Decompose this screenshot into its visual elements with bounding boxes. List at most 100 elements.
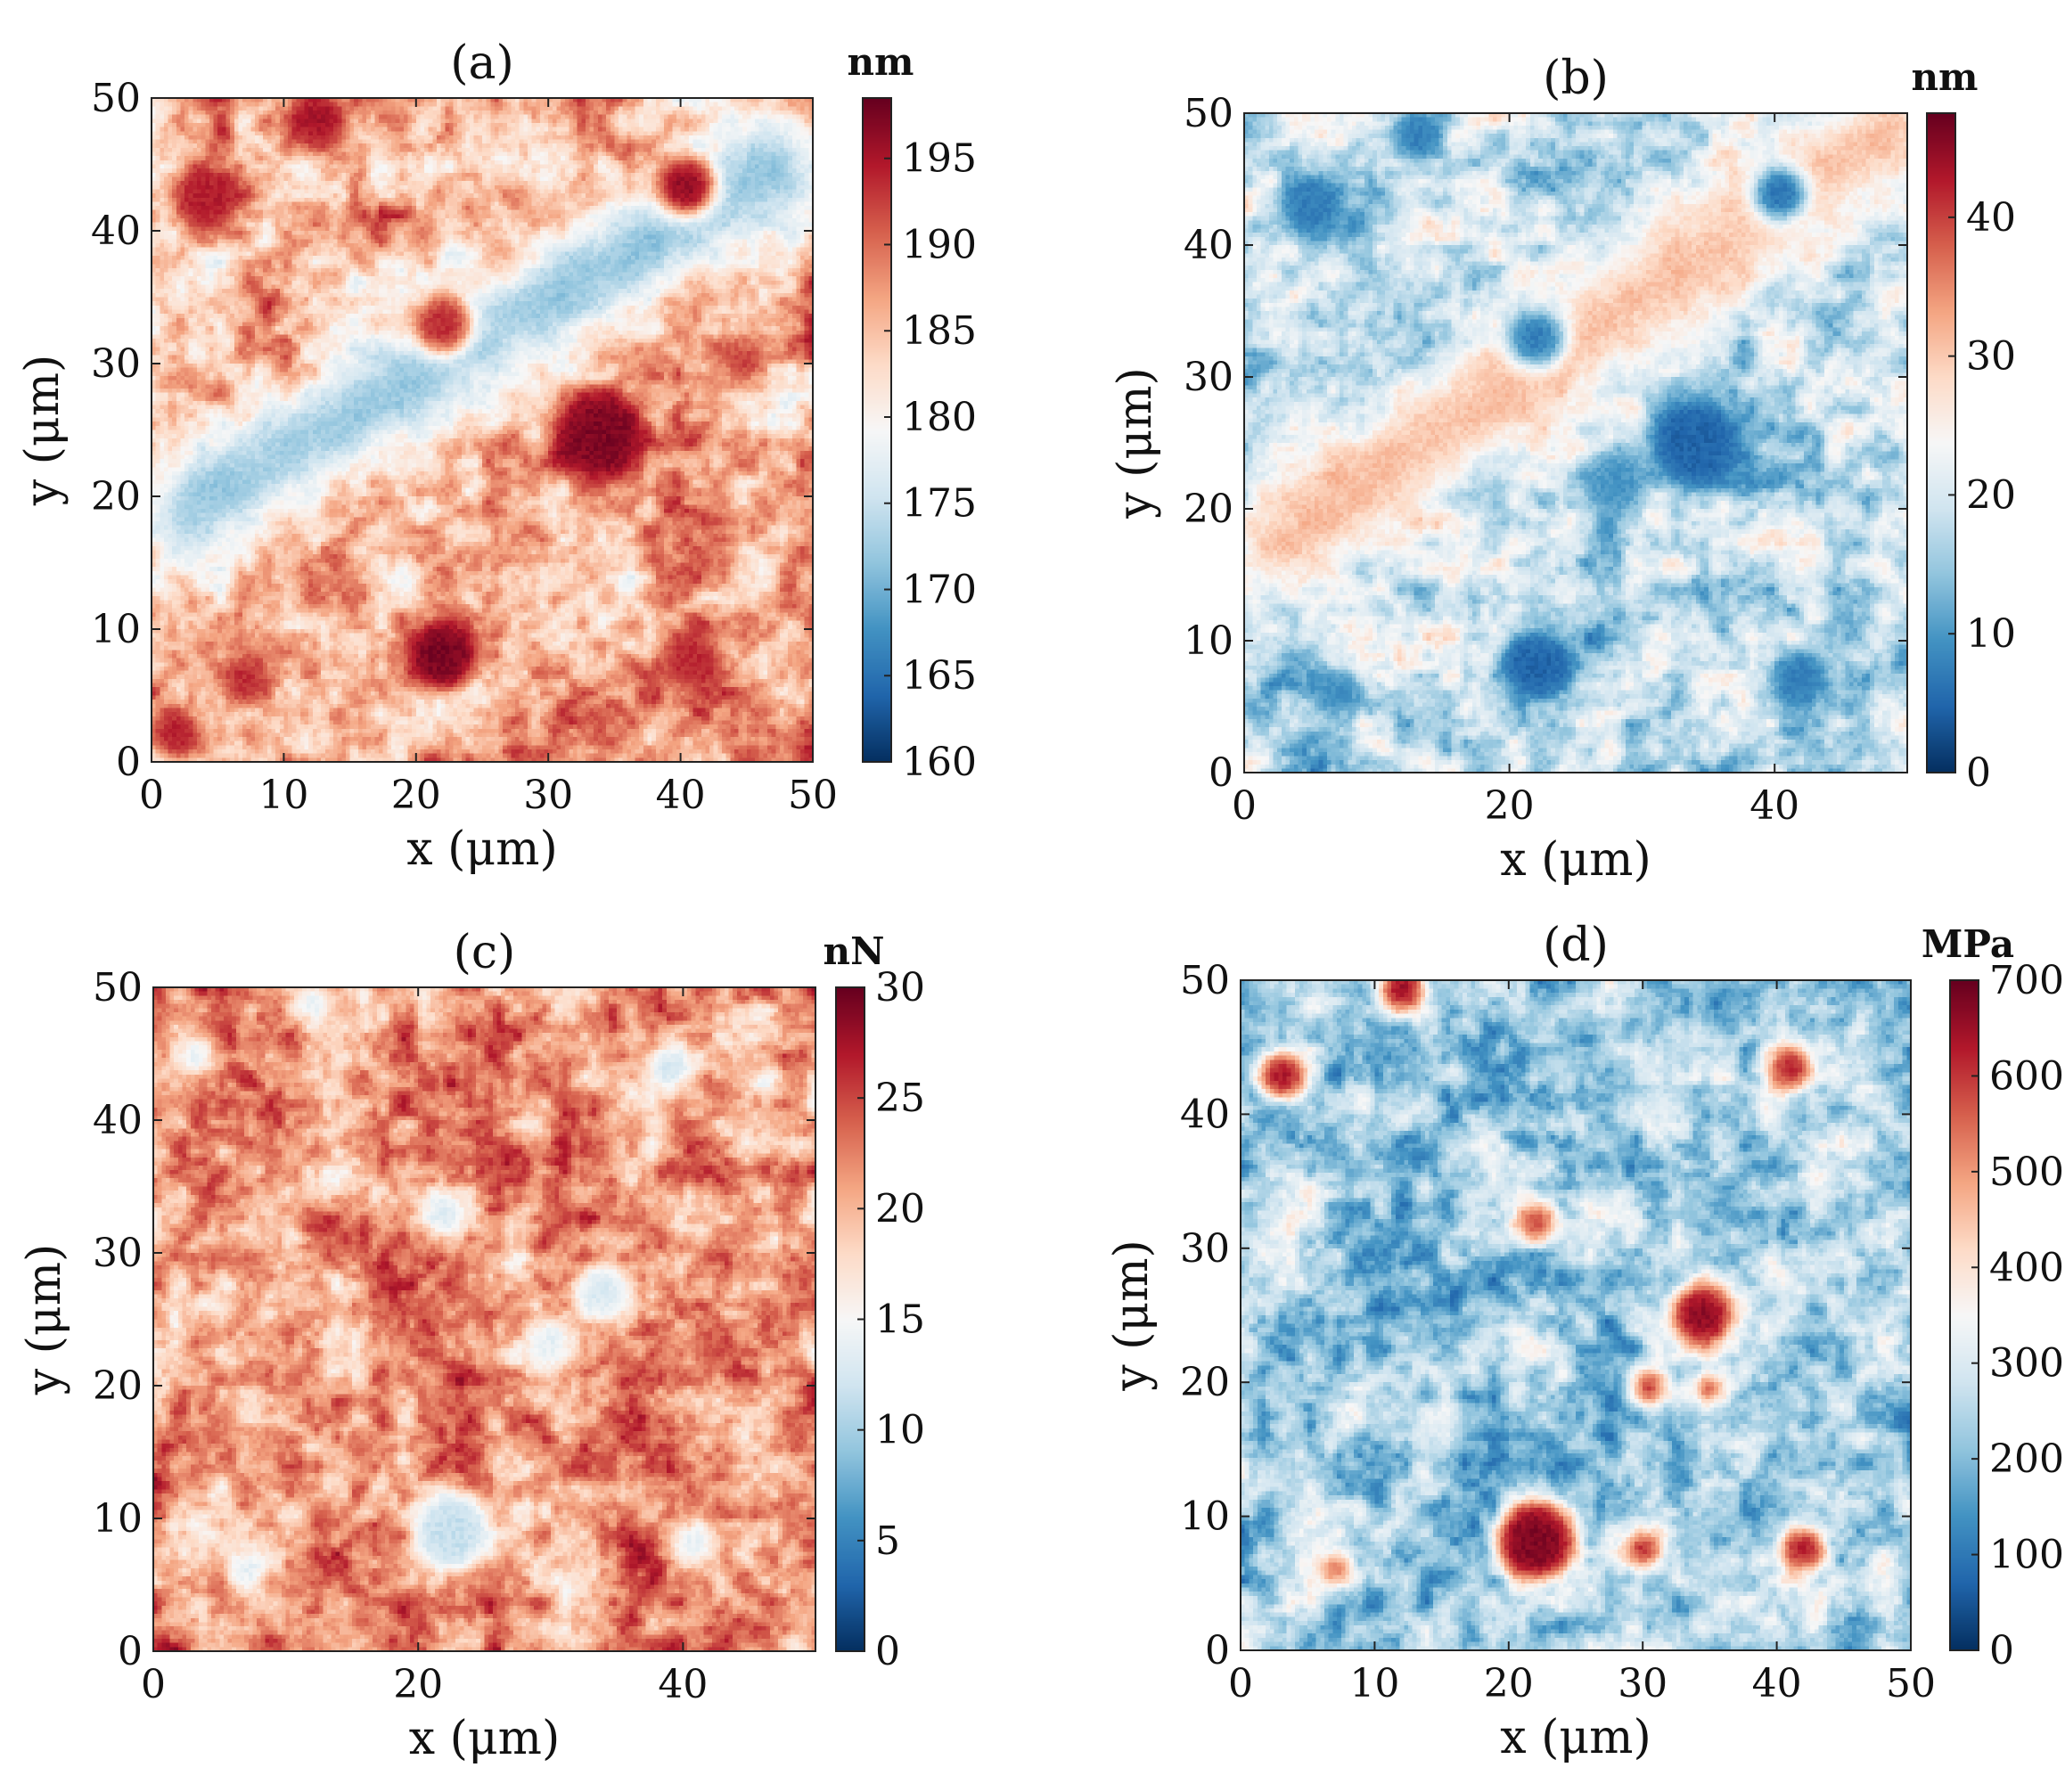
x-tick-label: 40 [1750, 783, 1799, 829]
colorbar-tick-label: 20 [1966, 472, 2016, 518]
y-tick-label: 20 [1180, 1360, 1230, 1405]
y-tick-label: 10 [1180, 1494, 1230, 1540]
colorbar-tick-label: 200 [1989, 1436, 2064, 1482]
colorbar-tick-label: 300 [1989, 1341, 2064, 1387]
x-tick-label: 10 [258, 773, 308, 818]
heatmap-d [1241, 980, 1911, 1650]
y-tick-label: 0 [118, 1629, 143, 1674]
colorbar-tick-label: 25 [875, 1076, 925, 1121]
colorbar-tick-label: 20 [875, 1186, 925, 1231]
colorbar-frame [862, 97, 892, 763]
colorbar-tick-label: 15 [875, 1297, 925, 1343]
y-axis-label: y (μm) [1105, 1240, 1159, 1392]
plot-frame-b [1243, 112, 1908, 773]
y-tick-label: 30 [91, 341, 141, 387]
x-tick-label: 30 [1618, 1661, 1668, 1706]
x-axis-label: x (μm) [409, 1712, 561, 1765]
colorbar-tick-label: 10 [875, 1408, 925, 1453]
y-axis-label: y (μm) [1109, 367, 1162, 520]
y-tick-label: 40 [1180, 1092, 1230, 1137]
x-tick-label: 20 [393, 1662, 443, 1707]
x-tick-label: 20 [391, 773, 441, 818]
y-tick-label: 10 [91, 607, 141, 652]
colorbar-tick-label: 30 [1966, 334, 2016, 380]
y-axis-label: y (μm) [16, 355, 70, 507]
y-tick-label: 0 [116, 740, 141, 785]
x-tick-label: 10 [1349, 1661, 1399, 1706]
colorbar-tick-label: 40 [1966, 195, 2016, 241]
colorbar-tick-label: 0 [1966, 750, 1991, 796]
colorbar-tick-label: 165 [902, 653, 977, 699]
x-axis-label: x (μm) [1500, 1711, 1651, 1764]
colorbar-tick-label: 600 [1989, 1053, 2064, 1099]
y-tick-label: 50 [1180, 958, 1230, 1003]
colorbar-tick-label: 160 [902, 740, 977, 785]
colorbar-a [863, 98, 891, 762]
x-tick-label: 40 [1752, 1661, 1802, 1706]
y-tick-label: 40 [1184, 223, 1233, 268]
y-axis-label: y (μm) [18, 1244, 71, 1396]
heatmap-a [152, 98, 813, 762]
y-tick-label: 40 [91, 209, 141, 254]
y-tick-label: 30 [93, 1231, 143, 1276]
plot-frame-d [1240, 979, 1912, 1651]
colorbar-frame [1949, 979, 1979, 1651]
panel-title: (d) [1543, 919, 1609, 972]
plot-frame-a [151, 97, 814, 763]
y-tick-label: 50 [93, 965, 143, 1011]
y-tick-label: 50 [91, 76, 141, 121]
y-tick-label: 20 [91, 474, 141, 520]
x-axis-label: x (μm) [406, 822, 558, 876]
x-tick-label: 0 [1228, 1661, 1253, 1706]
colorbar-tick-label: 400 [1989, 1245, 2064, 1290]
x-tick-label: 0 [141, 1662, 166, 1707]
x-tick-label: 50 [1886, 1661, 1936, 1706]
colorbar-tick-label: 180 [902, 395, 977, 440]
colorbar-tick-label: 175 [902, 481, 977, 527]
plot-frame-c [152, 986, 816, 1652]
colorbar-unit: nN [824, 929, 885, 973]
colorbar-tick-label: 500 [1989, 1150, 2064, 1195]
colorbar-tick-label: 0 [1989, 1628, 2014, 1673]
y-tick-label: 0 [1209, 750, 1233, 796]
colorbar-tick-label: 100 [1989, 1533, 2064, 1578]
panel-title: (b) [1543, 52, 1609, 105]
colorbar-tick-label: 30 [875, 965, 925, 1011]
x-tick-label: 0 [1232, 783, 1257, 829]
x-tick-label: 20 [1485, 783, 1535, 829]
colorbar-unit: nm [848, 40, 914, 84]
colorbar-tick-label: 700 [1989, 958, 2064, 1003]
x-tick-label: 50 [788, 773, 838, 818]
y-tick-label: 10 [1184, 618, 1233, 664]
colorbar-frame [1926, 112, 1956, 773]
colorbar-tick-label: 170 [902, 567, 977, 612]
colorbar-tick-label: 5 [875, 1518, 900, 1564]
x-axis-label: x (μm) [1500, 833, 1651, 887]
y-tick-label: 50 [1184, 91, 1233, 136]
heatmap-b [1244, 113, 1907, 773]
y-tick-label: 0 [1205, 1628, 1230, 1673]
panel-c: 0 20 40 0 10 20 30 40 50 (c) x (μm) y (μm) 0 5 10 15 20 2… [18, 926, 925, 1765]
colorbar-d [1950, 980, 1979, 1650]
x-tick-label: 30 [523, 773, 573, 818]
colorbar-tick-label: 195 [902, 136, 977, 182]
panel-title: (a) [450, 37, 514, 90]
y-tick-label: 40 [93, 1098, 143, 1143]
panel-b: 0 20 40 0 10 20 30 40 50 (b) x (μm) y (μm) 0 10 20 30 40… [1109, 52, 2016, 887]
y-tick-label: 30 [1184, 355, 1233, 400]
y-tick-label: 20 [1184, 487, 1233, 532]
colorbar-tick-label: 10 [1966, 611, 2016, 657]
y-tick-label: 20 [93, 1363, 143, 1409]
colorbar-unit: nm [1912, 55, 1979, 99]
colorbar-tick-label: 185 [902, 308, 977, 354]
x-tick-label: 20 [1484, 1661, 1534, 1706]
panel-title: (c) [454, 926, 516, 979]
x-tick-label: 40 [656, 773, 706, 818]
colorbar-tick-label: 190 [902, 222, 977, 267]
colorbar-unit: MPa [1922, 922, 2014, 966]
y-tick-label: 10 [93, 1496, 143, 1542]
colorbar-b [1927, 113, 1955, 773]
y-tick-label: 30 [1180, 1226, 1230, 1272]
